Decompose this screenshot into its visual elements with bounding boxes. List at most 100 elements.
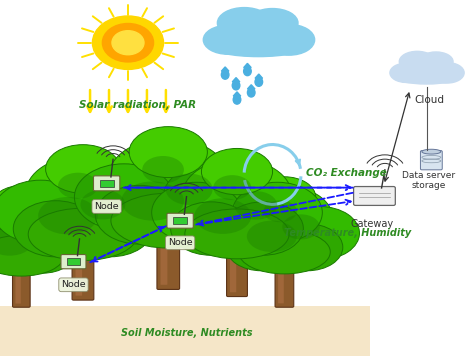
Polygon shape [232,78,240,82]
FancyBboxPatch shape [93,176,120,191]
Ellipse shape [0,185,50,224]
Ellipse shape [237,186,332,249]
Text: Gateway: Gateway [351,219,393,229]
Ellipse shape [78,180,173,244]
Ellipse shape [0,229,33,273]
FancyBboxPatch shape [75,248,82,295]
Ellipse shape [142,156,184,183]
Text: Node: Node [94,202,119,211]
Ellipse shape [232,81,240,90]
Ellipse shape [95,185,184,244]
FancyBboxPatch shape [0,306,370,356]
Ellipse shape [238,230,330,274]
Ellipse shape [394,70,459,84]
Ellipse shape [26,156,140,231]
Ellipse shape [163,164,262,230]
FancyBboxPatch shape [167,213,193,228]
FancyBboxPatch shape [61,255,86,269]
Ellipse shape [402,54,451,82]
Polygon shape [255,74,263,78]
Polygon shape [244,63,251,68]
Text: Node: Node [168,238,192,247]
Ellipse shape [185,209,289,259]
Ellipse shape [18,213,91,263]
Ellipse shape [38,197,98,234]
Ellipse shape [19,221,55,244]
Ellipse shape [419,52,453,71]
FancyBboxPatch shape [72,231,94,300]
Ellipse shape [264,200,297,222]
Ellipse shape [0,235,64,276]
Text: Node: Node [61,280,86,289]
Text: Soil Moisture, Nutrients: Soil Moisture, Nutrients [121,328,252,338]
Polygon shape [233,92,241,96]
Ellipse shape [253,177,316,218]
Ellipse shape [0,180,88,244]
Ellipse shape [221,12,295,53]
Ellipse shape [153,185,241,244]
Ellipse shape [399,51,435,72]
Ellipse shape [213,175,251,200]
Ellipse shape [280,206,359,260]
Ellipse shape [81,189,125,219]
Ellipse shape [218,7,271,38]
Ellipse shape [201,148,273,195]
Ellipse shape [0,213,25,263]
Ellipse shape [210,206,289,260]
Ellipse shape [235,191,277,220]
Ellipse shape [232,182,322,243]
FancyBboxPatch shape [278,263,284,303]
Ellipse shape [226,224,297,271]
Ellipse shape [0,226,33,256]
FancyBboxPatch shape [100,180,113,187]
FancyBboxPatch shape [227,230,247,297]
Ellipse shape [182,159,292,230]
Ellipse shape [74,164,173,230]
Ellipse shape [129,127,207,178]
FancyBboxPatch shape [12,252,30,307]
FancyBboxPatch shape [173,217,187,224]
Text: Cloud: Cloud [414,95,444,105]
Ellipse shape [165,174,212,205]
Ellipse shape [244,67,251,75]
Text: CO₂ Exchange: CO₂ Exchange [306,168,386,178]
Ellipse shape [28,208,137,261]
Ellipse shape [108,138,228,217]
Ellipse shape [264,25,315,55]
FancyBboxPatch shape [275,249,294,307]
FancyBboxPatch shape [354,187,395,205]
Ellipse shape [255,78,263,86]
Ellipse shape [2,208,33,228]
Ellipse shape [68,201,153,257]
Ellipse shape [430,63,464,83]
Ellipse shape [194,198,251,234]
Text: Solar radiation, PAR: Solar radiation, PAR [79,100,196,110]
Ellipse shape [422,149,441,154]
Ellipse shape [46,145,120,193]
FancyBboxPatch shape [157,217,180,289]
Ellipse shape [247,9,298,37]
FancyBboxPatch shape [16,266,21,304]
Ellipse shape [0,194,66,253]
FancyBboxPatch shape [67,258,80,265]
FancyBboxPatch shape [420,151,442,170]
Ellipse shape [247,88,255,97]
Ellipse shape [152,182,242,243]
Ellipse shape [13,201,98,257]
Ellipse shape [247,221,297,252]
Polygon shape [247,85,255,89]
Ellipse shape [9,229,76,273]
Ellipse shape [221,70,229,79]
Ellipse shape [223,202,303,255]
FancyBboxPatch shape [230,247,236,292]
Text: Temperature, Humidity: Temperature, Humidity [284,228,411,238]
Circle shape [92,16,164,69]
Ellipse shape [203,25,252,54]
Ellipse shape [390,63,422,83]
Text: Data server
storage: Data server storage [402,171,456,190]
Ellipse shape [233,95,241,104]
Ellipse shape [210,36,306,57]
Ellipse shape [272,224,343,271]
Ellipse shape [111,193,226,248]
Ellipse shape [121,182,184,221]
